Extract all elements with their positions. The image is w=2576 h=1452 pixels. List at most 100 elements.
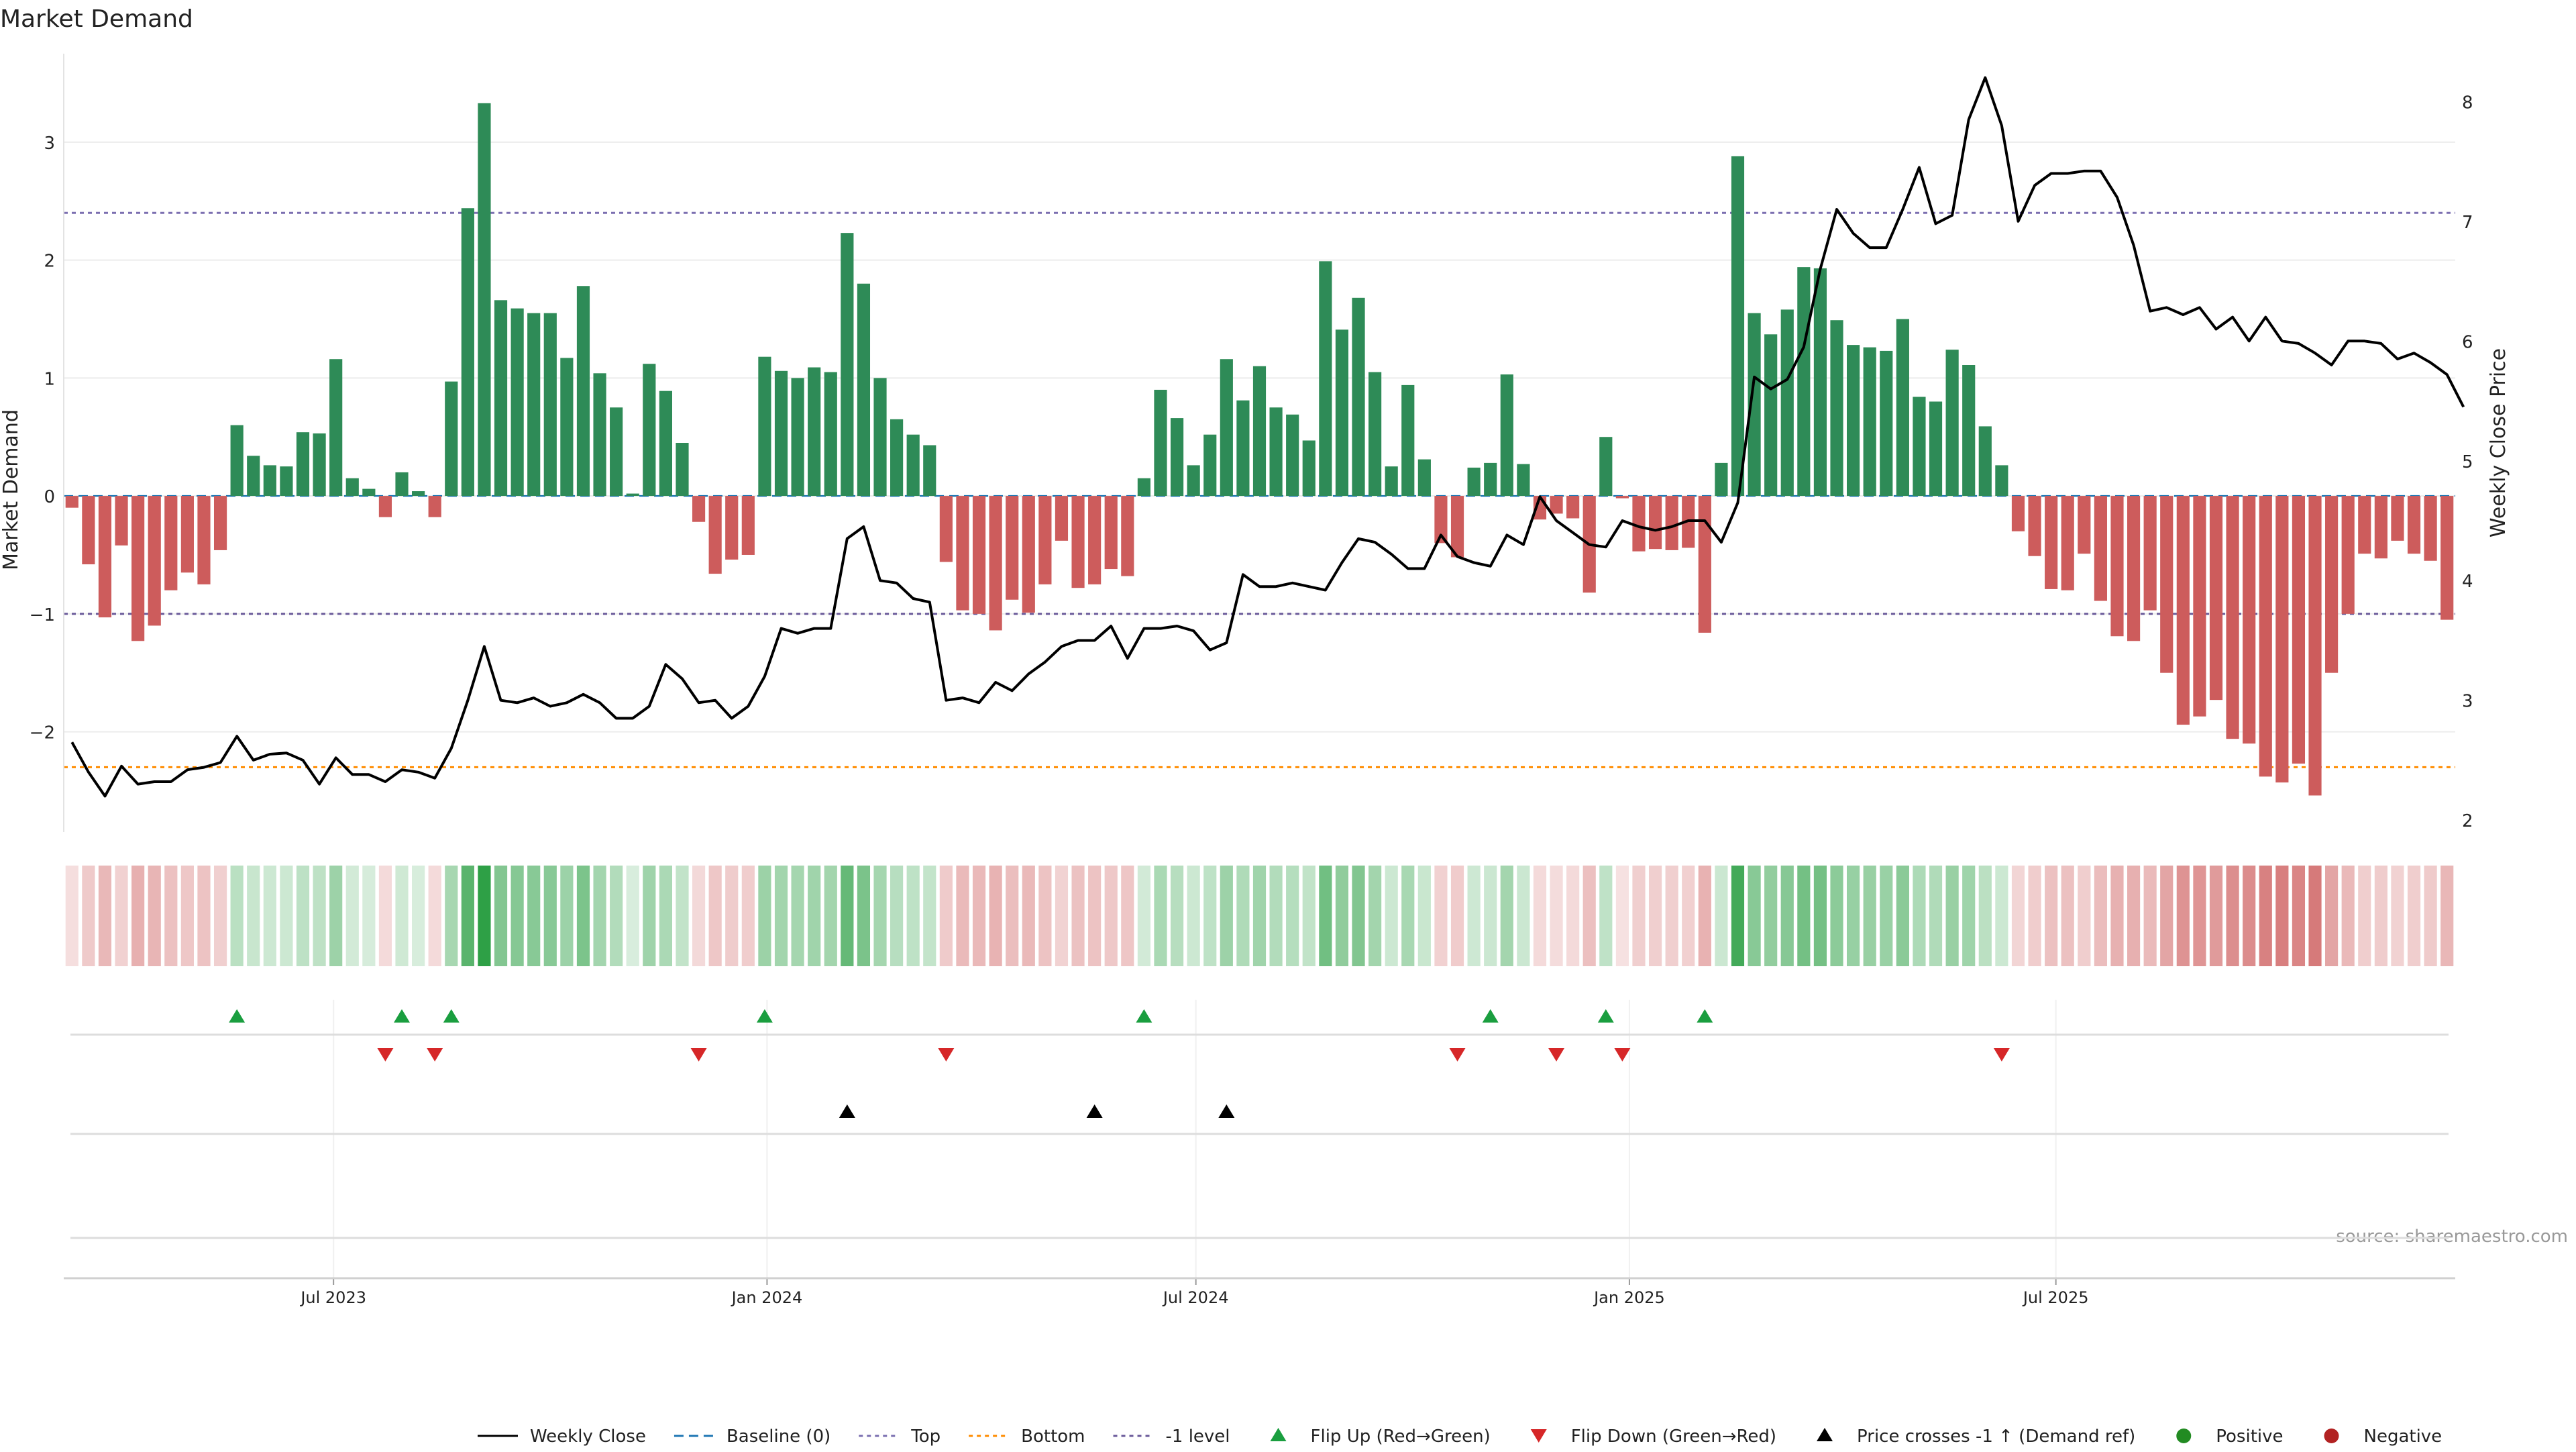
demand-bar xyxy=(1220,359,1233,497)
heat-cell xyxy=(247,866,260,966)
demand-bar xyxy=(2341,496,2355,614)
demand-bar xyxy=(1319,261,1332,497)
demand-bar xyxy=(230,425,244,497)
demand-bar xyxy=(2209,496,2223,701)
demand-bar xyxy=(808,367,821,497)
heat-cell xyxy=(923,866,936,966)
heat-cell xyxy=(1880,866,1893,966)
heat-cell xyxy=(1615,866,1629,966)
demand-bar xyxy=(1665,496,1678,550)
legend-label: Bottom xyxy=(1021,1427,1085,1447)
heat-cell xyxy=(1913,866,1926,966)
legend-label: Positive xyxy=(2216,1427,2283,1447)
demand-bar xyxy=(428,496,441,517)
heat-cell xyxy=(543,866,557,966)
heat-cell xyxy=(2325,866,2339,966)
heat-cell xyxy=(1665,866,1678,966)
demand-bar xyxy=(857,283,871,497)
heat-cell xyxy=(593,866,606,966)
heat-cell xyxy=(428,866,441,966)
price-cross-marker xyxy=(1218,1104,1235,1118)
heat-cell xyxy=(1731,866,1745,966)
demand-bar xyxy=(395,472,409,497)
legend: Weekly Close Baseline (0) Top Bottom -1 leve… xyxy=(478,1427,2442,1447)
demand-bar xyxy=(1417,459,1431,497)
flip-down-marker xyxy=(377,1048,394,1061)
heat-cell xyxy=(1137,866,1150,966)
heat-cell xyxy=(180,866,194,966)
heat-cell xyxy=(230,866,244,966)
legend-label: Price crosses -1 ↑ (Demand ref) xyxy=(1857,1427,2135,1447)
legend-item: Price crosses -1 ↑ (Demand ref) xyxy=(1817,1427,2135,1447)
heat-cell xyxy=(2259,866,2272,966)
heat-cell xyxy=(1813,866,1827,966)
demand-bar xyxy=(890,419,904,497)
demand-bar xyxy=(313,433,326,497)
heat-cell xyxy=(1517,866,1530,966)
demand-bar xyxy=(280,466,293,497)
demand-bar xyxy=(2061,496,2074,590)
y-tick-label: 0 xyxy=(44,487,55,507)
heat-cell xyxy=(1302,866,1316,966)
flip-up-marker xyxy=(1597,1009,1614,1023)
demand-bar xyxy=(708,496,722,574)
demand-bar xyxy=(445,381,458,497)
demand-bar xyxy=(2226,496,2239,739)
demand-bar xyxy=(1648,496,1662,550)
demand-bar xyxy=(2308,496,2322,796)
heat-cell xyxy=(741,866,755,966)
demand-bar xyxy=(1550,496,1563,514)
demand-bar xyxy=(956,496,969,611)
demand-bar xyxy=(329,359,343,497)
flip-up-marker xyxy=(443,1009,460,1023)
demand-bar xyxy=(1450,496,1464,558)
heat-cell xyxy=(1566,866,1580,966)
heat-cell xyxy=(1847,866,1860,966)
demand-bar xyxy=(692,496,706,522)
legend-swatch-triangle-up xyxy=(1817,1428,1833,1441)
heat-cell xyxy=(164,866,178,966)
demand-bar xyxy=(2028,496,2041,556)
heat-cell xyxy=(576,866,590,966)
demand-bar xyxy=(412,491,425,497)
demand-bar xyxy=(1055,496,1069,541)
legend-item: Flip Down (Green→Red) xyxy=(1530,1427,1776,1447)
demand-bar xyxy=(2374,496,2387,559)
demand-bar xyxy=(461,208,474,497)
demand-bar xyxy=(1467,467,1481,497)
demand-bar xyxy=(1038,496,1052,584)
heat-cell xyxy=(1467,866,1481,966)
demand-bar xyxy=(296,432,310,497)
heat-cell xyxy=(1830,866,1843,966)
demand-bar xyxy=(626,493,639,497)
demand-bar xyxy=(774,370,788,497)
demand-bar xyxy=(1121,496,1134,576)
legend-label: -1 level xyxy=(1166,1427,1230,1447)
demand-bar xyxy=(2143,496,2157,611)
demand-bar xyxy=(1137,478,1150,497)
heat-cell xyxy=(1088,866,1102,966)
demand-bar xyxy=(2078,496,2091,554)
demand-bar xyxy=(1615,496,1629,499)
flip-up-marker xyxy=(229,1009,246,1023)
demand-bar xyxy=(2391,496,2404,541)
heat-cell xyxy=(131,866,145,966)
demand-bar xyxy=(2243,496,2256,744)
demand-bar xyxy=(1830,320,1843,497)
y-tick-label: −2 xyxy=(30,723,55,743)
demand-bar xyxy=(1088,496,1102,584)
heat-cell xyxy=(1154,866,1167,966)
heat-cell xyxy=(841,866,854,966)
legend-swatch-triangle-down xyxy=(1530,1429,1547,1443)
weekly-close-line xyxy=(70,76,2465,798)
demand-bar xyxy=(247,456,260,497)
heat-cell xyxy=(1252,866,1267,966)
demand-bar xyxy=(1913,397,1926,497)
legend-item: Flip Up (Red→Green) xyxy=(1270,1427,1491,1447)
source-note: source: sharemaestro.com xyxy=(2336,1227,2568,1247)
demand-bar xyxy=(560,358,574,497)
demand-bar xyxy=(972,496,986,614)
demand-bar xyxy=(2193,496,2206,717)
heat-cell xyxy=(1599,866,1613,966)
